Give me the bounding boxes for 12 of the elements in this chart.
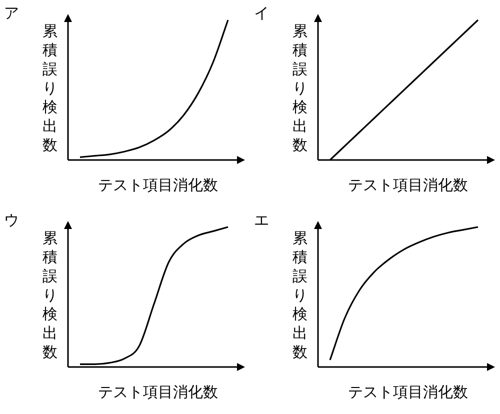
x-axis-title: テスト項目消化数 xyxy=(348,383,468,401)
y-axis-title: 累積誤り検出数 xyxy=(292,229,308,361)
x-axis-title: テスト項目消化数 xyxy=(98,383,218,401)
chart-title: ア xyxy=(4,4,19,22)
x-axis-title: テスト項目消化数 xyxy=(348,176,468,194)
y-axis-title: 累積誤り検出数 xyxy=(42,229,58,361)
y-axis-title: 累積誤り検出数 xyxy=(42,22,58,154)
x-axis-title: テスト項目消化数 xyxy=(98,176,218,194)
chart-title: イ xyxy=(254,4,269,22)
y-axis-title: 累積誤り検出数 xyxy=(292,22,308,154)
chart-title: エ xyxy=(254,211,269,229)
chart-title: ウ xyxy=(4,211,19,229)
